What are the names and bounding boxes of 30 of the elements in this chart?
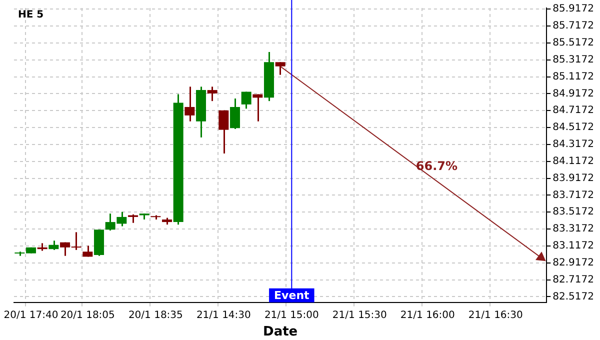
y-tick-label: 82.7172 [552,274,594,286]
y-tick-label: 84.3172 [552,139,594,150]
y-tick-label: 85.1172 [552,71,594,82]
y-tick-label: 85.3172 [552,54,594,66]
annotation: 66.7% [416,159,458,174]
y-tick-label: 83.9172 [552,172,594,184]
x-tick-label: 21/1 15:00 [264,310,319,321]
x-axis-title: Date [263,324,298,340]
x-tick-label: 21/1 15:30 [332,310,387,321]
y-tick-label: 85.7172 [552,20,594,32]
y-tick-label: 84.1172 [552,156,594,167]
x-tick-label: 20/1 18:35 [128,310,183,321]
x-tick-label: 21/1 16:00 [400,310,455,321]
y-tick-label: 84.5172 [552,122,594,134]
y-tick-label: 84.7172 [552,105,594,116]
y-tick-label: 83.5172 [552,206,594,218]
y-tick-label: 83.7172 [552,190,594,201]
y-tick-label: 83.3172 [552,224,594,235]
x-tick-label: 21/1 14:30 [196,310,251,321]
y-tick-label: 82.5172 [552,291,594,302]
y-tick-label: 84.9172 [552,88,594,100]
y-tick-label: 83.1172 [552,240,594,252]
y-tick-label: 82.9172 [552,257,594,268]
x-tick-label: 21/1 16:30 [468,310,523,321]
chart-title: HE 5 [18,10,44,21]
x-tick-label: 20/1 17:40 [4,310,58,321]
y-tick-label: 85.5172 [552,38,594,49]
x-tick-label: 20/1 18:05 [60,310,115,321]
y-tick-label: 85.9172 [552,4,594,15]
ref-line-label: Event [274,288,310,302]
